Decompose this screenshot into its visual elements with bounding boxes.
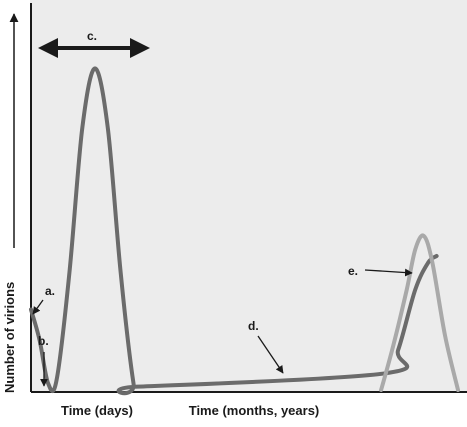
annotation-d-arrow xyxy=(257,335,284,374)
annotation-a-arrow xyxy=(32,299,44,315)
annotation-e: e. xyxy=(348,264,413,278)
y-axis-label: Number of virions xyxy=(2,282,17,393)
annotation-c: c. xyxy=(38,29,150,58)
annotation-d-label: d. xyxy=(248,319,259,333)
annotation-b: b. xyxy=(38,334,49,387)
x-label-days: Time (days) xyxy=(61,403,133,418)
series-line-main xyxy=(29,66,439,396)
annotation-a: a. xyxy=(32,284,55,315)
plot-area xyxy=(30,0,467,392)
series-layer xyxy=(29,66,460,396)
annotation-a-label: a. xyxy=(45,284,55,298)
annotation-e-arrow xyxy=(364,268,413,277)
annotation-e-label: e. xyxy=(348,264,358,278)
series-line-late xyxy=(379,233,460,392)
x-label-months-years: Time (months, years) xyxy=(189,403,320,418)
annotation-d: d. xyxy=(248,319,284,374)
annotation-c-label: c. xyxy=(87,29,97,43)
annotation-b-label: b. xyxy=(38,334,49,348)
